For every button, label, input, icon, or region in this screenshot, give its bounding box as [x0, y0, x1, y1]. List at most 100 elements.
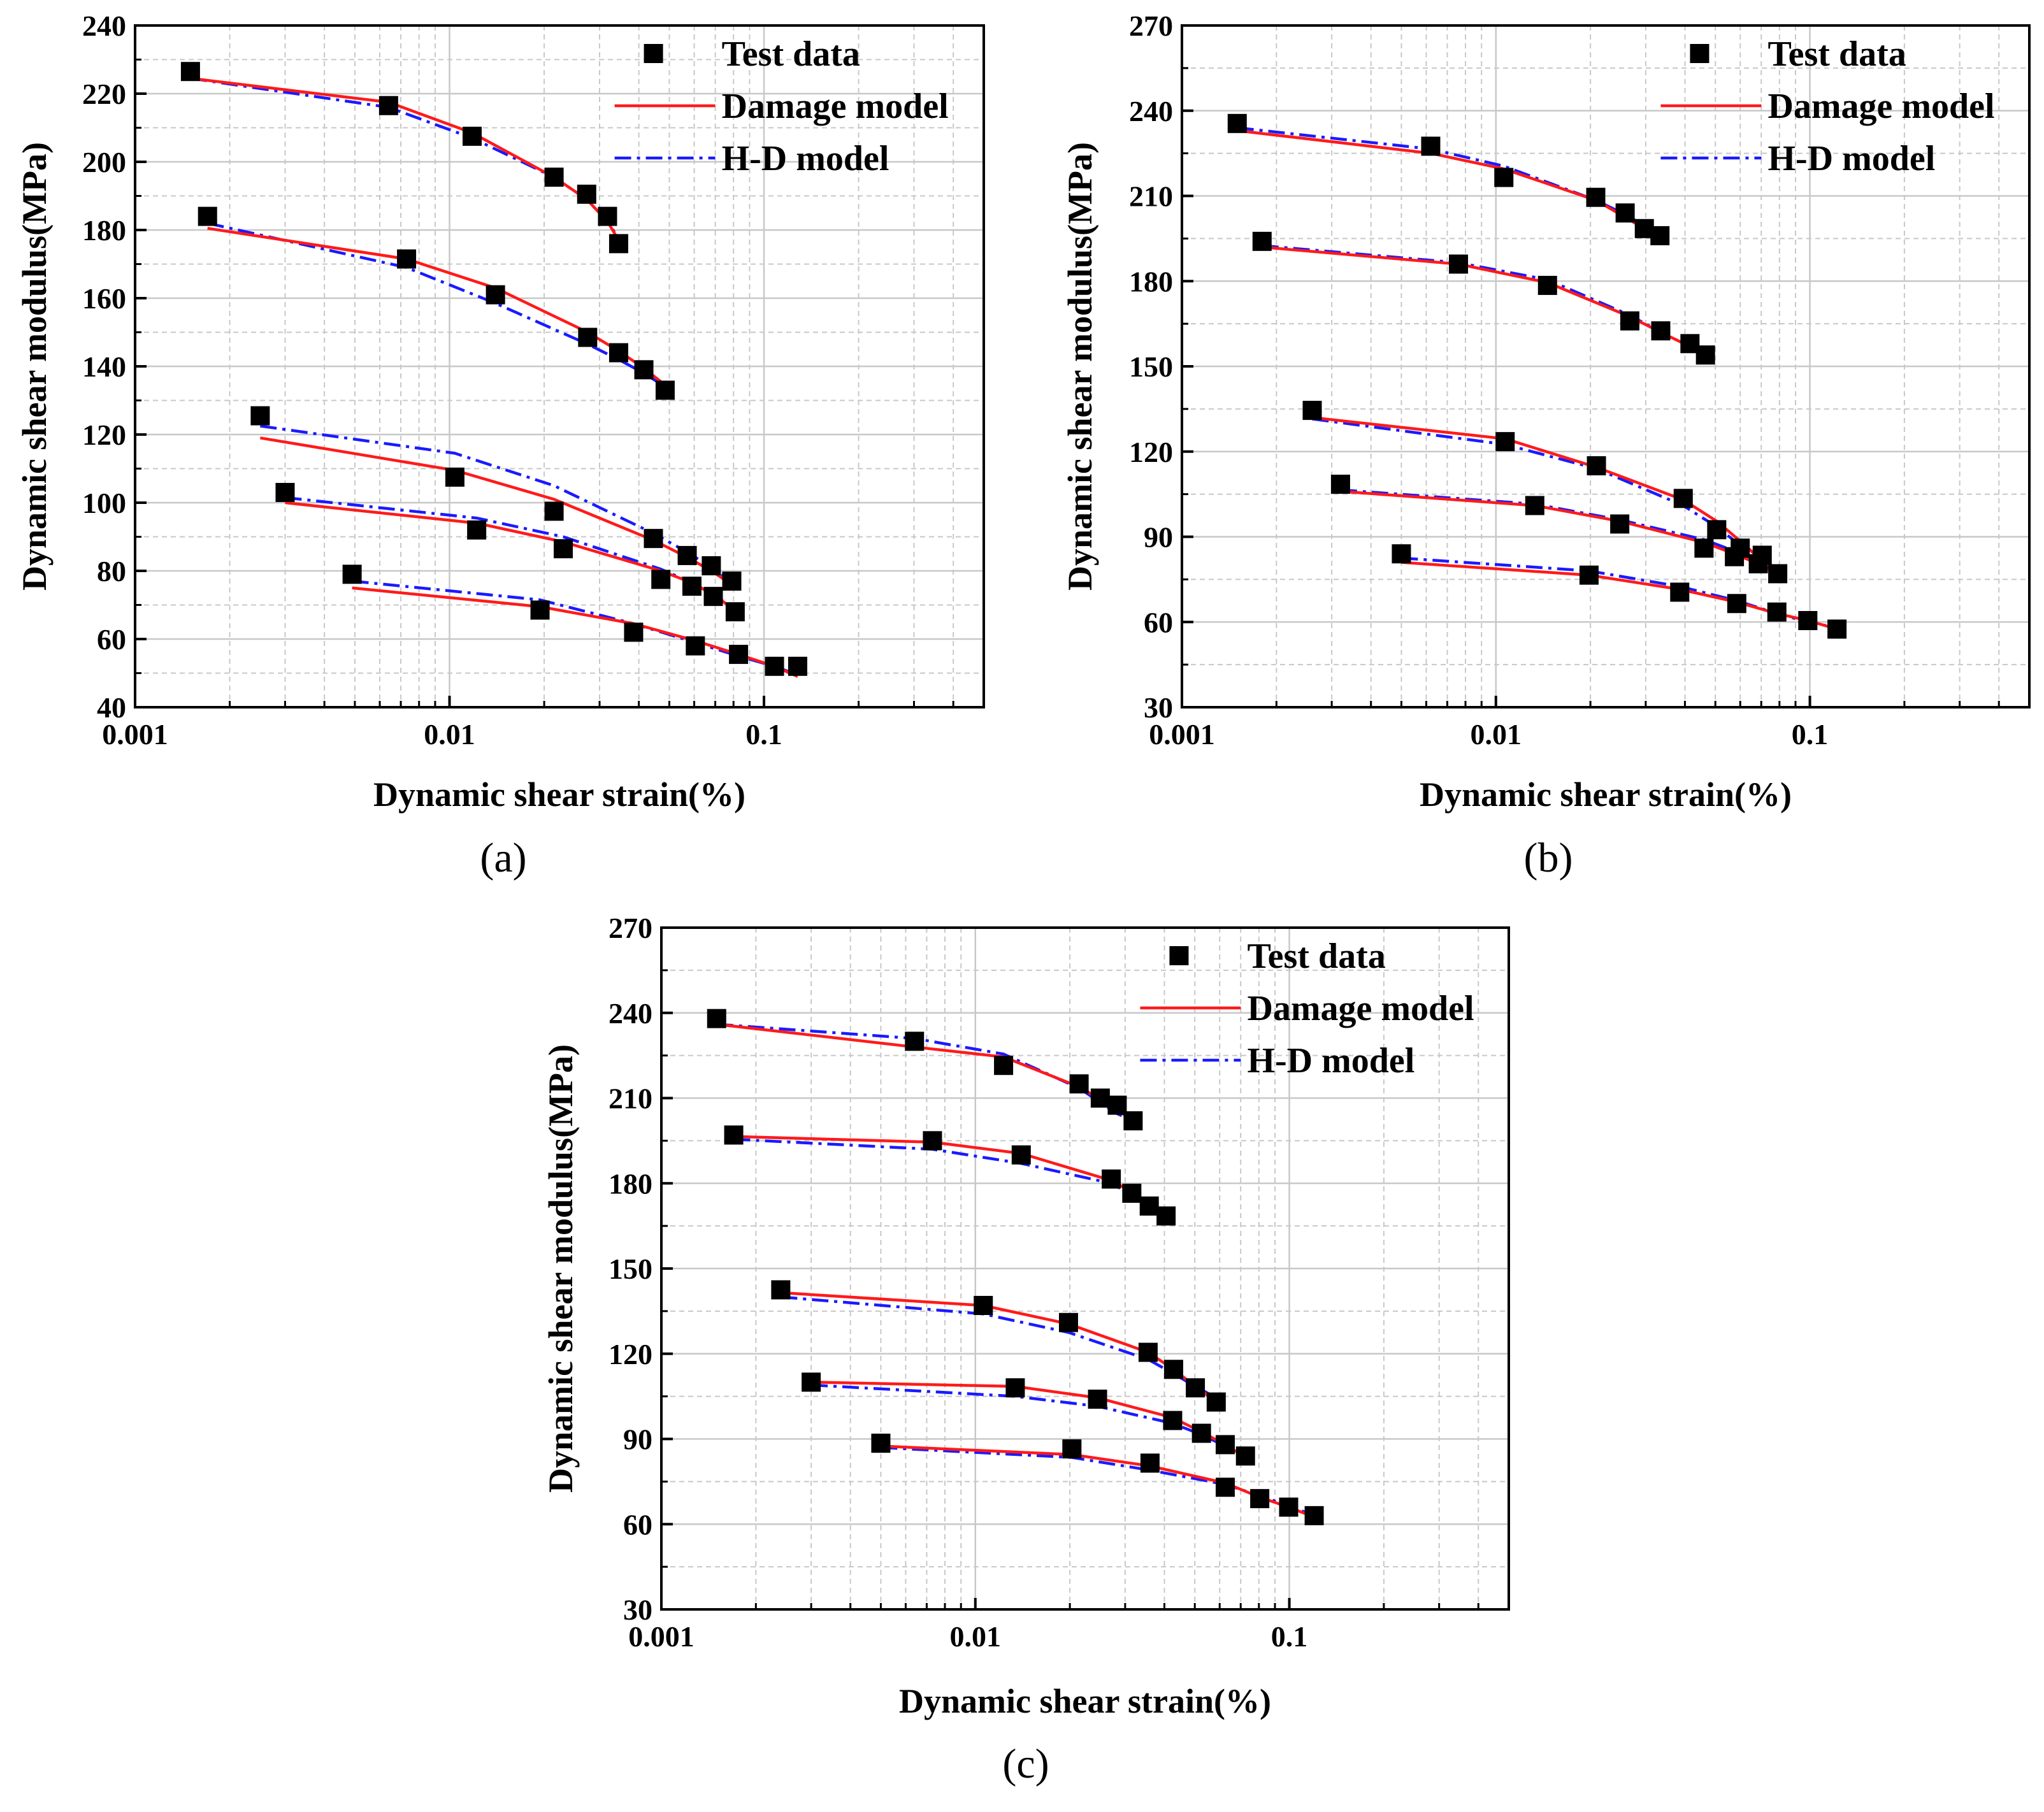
test-data-point [1279, 1497, 1299, 1517]
test-data-point [1694, 538, 1714, 558]
y-tick-label: 90 [623, 1423, 652, 1456]
test-data-point [1620, 311, 1639, 331]
test-data-point [1088, 1390, 1107, 1409]
panel-label: (b) [1524, 835, 1573, 881]
x-axis-title: Dynamic shear strain(%) [373, 775, 745, 814]
legend-entry-label: Damage model [1767, 87, 1994, 126]
test-data-point [1123, 1111, 1143, 1131]
test-data-point [467, 520, 487, 540]
test-data-point [771, 1280, 791, 1300]
test-data-point [1449, 254, 1469, 274]
y-tick-label: 240 [608, 997, 652, 1030]
legend: Test data Damage model H-D model [1140, 937, 1474, 1081]
test-data-point [1615, 203, 1635, 223]
test-data-point [180, 62, 200, 82]
y-tick-label: 40 [97, 691, 126, 724]
y-tick-label: 90 [1144, 521, 1173, 554]
test-data-point [1330, 475, 1350, 494]
test-data-point [905, 1032, 925, 1051]
panel-a: 40 60 80 100 120 140 160 180 200 220 240 0.001 0.01 0… [15, 10, 985, 881]
x-axis-title: Dynamic shear strain(%) [1420, 775, 1792, 814]
y-tick-label: 210 [608, 1082, 652, 1115]
test-data-point [1058, 1312, 1078, 1332]
test-data-point [1156, 1206, 1176, 1226]
test-data-point [578, 327, 598, 347]
y-tick-label: 120 [1129, 436, 1173, 468]
legend-test-data-marker-icon [1169, 946, 1189, 965]
x-tick-label: 0.1 [1792, 718, 1829, 751]
x-tick-label: 0.01 [424, 718, 475, 751]
legend-test-data-marker-icon [1690, 44, 1709, 63]
y-tick-label: 140 [82, 350, 126, 383]
test-data-point [1695, 345, 1715, 365]
test-data-point [994, 1056, 1014, 1075]
test-data-point [1252, 231, 1272, 251]
test-data-point [1494, 168, 1514, 187]
legend-entry-label: H-D model [1247, 1041, 1414, 1081]
legend-entry-label: Damage model [1247, 989, 1474, 1028]
test-data-point [974, 1295, 993, 1315]
y-axis-title: Dynamic shear modulus(MPa) [1061, 142, 1099, 591]
test-data-point [1727, 594, 1746, 614]
test-data-point [577, 184, 596, 204]
test-data-point [1579, 565, 1599, 585]
y-tick-label: 80 [97, 555, 126, 587]
test-data-point [871, 1434, 891, 1453]
y-tick-label: 150 [608, 1253, 652, 1285]
y-tick-label: 120 [608, 1338, 652, 1370]
test-data-point [1670, 582, 1690, 602]
x-axis-title: Dynamic shear strain(%) [899, 1682, 1271, 1720]
test-data-point [530, 600, 550, 620]
test-data-point [544, 168, 564, 187]
y-axis-title: Dynamic shear modulus(MPa) [542, 1044, 580, 1493]
test-data-point [1304, 1506, 1324, 1525]
y-tick-label: 150 [1129, 350, 1173, 383]
test-data-point [707, 1009, 726, 1028]
x-tick-label: 0.001 [1149, 718, 1215, 751]
y-tick-label: 180 [82, 214, 126, 247]
test-data-point [445, 467, 464, 487]
test-data-point [724, 1125, 744, 1145]
test-data-point [1227, 113, 1247, 133]
test-data-point [686, 636, 705, 656]
test-data-point [397, 249, 417, 269]
test-data-point [702, 556, 721, 575]
test-data-point [1102, 1169, 1121, 1189]
test-data-point [1206, 1392, 1226, 1412]
test-data-point [608, 234, 628, 254]
legend: Test data Damage model H-D model [1660, 34, 1995, 178]
y-tick-label: 30 [1144, 691, 1173, 724]
test-data-point [1186, 1378, 1206, 1398]
y-tick-label: 30 [623, 1593, 652, 1626]
test-data-point [1768, 564, 1788, 584]
test-data-point [1767, 602, 1787, 622]
test-data-point [923, 1131, 942, 1151]
y-tick-label: 210 [1129, 180, 1173, 213]
x-tick-label: 0.1 [1271, 1620, 1308, 1653]
test-data-point [1302, 401, 1322, 421]
x-tick-label: 0.001 [628, 1620, 695, 1653]
test-data-point [1215, 1435, 1235, 1455]
test-data-point [651, 570, 671, 589]
panel-label: (c) [1002, 1741, 1049, 1787]
test-data-point [729, 645, 749, 665]
legend-entry-label: H-D model [722, 139, 889, 178]
test-data-point [486, 285, 505, 305]
test-data-point [544, 501, 564, 521]
test-data-point [1163, 1411, 1183, 1430]
test-data-point [1537, 275, 1557, 295]
test-data-point [1827, 619, 1847, 639]
y-tick-label: 60 [1144, 606, 1173, 638]
test-data-point [1748, 554, 1768, 573]
legend: Test data Damage model H-D model [614, 34, 949, 178]
test-data-point [703, 587, 723, 607]
y-axis-title: Dynamic shear modulus(MPa) [15, 142, 54, 591]
test-data-point [1215, 1478, 1235, 1497]
test-data-point [378, 96, 398, 115]
test-data-point [1673, 489, 1693, 508]
test-data-point [198, 206, 217, 226]
legend-test-data-marker-icon [644, 44, 663, 63]
test-data-point [1707, 520, 1727, 540]
